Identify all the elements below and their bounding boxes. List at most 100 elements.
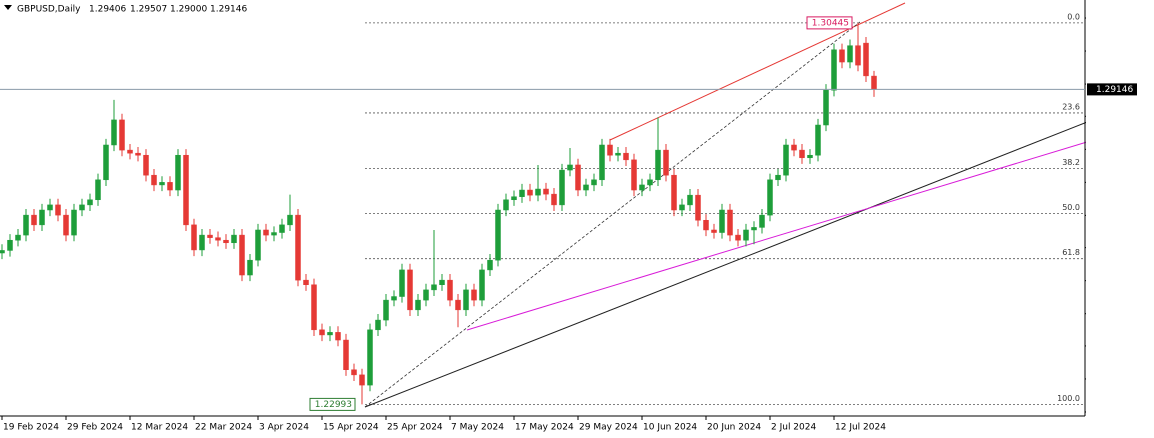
fib-level-label: 38.2 [1062, 158, 1080, 167]
candle-body [39, 209, 45, 226]
fib-high-label: 1.30445 [812, 18, 849, 28]
x-tick-label: 22 Mar 2024 [195, 423, 252, 433]
fib-level-label: 100.0 [1057, 394, 1080, 403]
candle-body [247, 259, 253, 276]
current-price-box [1087, 83, 1137, 96]
candle-body [719, 209, 725, 233]
candle-body [455, 299, 461, 311]
fib-diagonal [364, 21, 861, 408]
candle-body [239, 234, 245, 276]
candle-body [583, 184, 589, 191]
candle-body [791, 144, 797, 151]
candle-body [831, 49, 837, 91]
fib-low-box [309, 397, 356, 411]
current-price-label: 1.29146 [1096, 85, 1133, 95]
candle-body [703, 219, 709, 231]
candle-body [551, 193, 557, 206]
candle-body [431, 284, 437, 291]
candle-body [439, 279, 445, 286]
candle-body [663, 149, 669, 176]
trend-line [466, 134, 1111, 331]
candle-body [175, 154, 181, 191]
x-tick-label: 25 Apr 2024 [387, 423, 443, 433]
candle-body [103, 144, 109, 181]
header-open: 1.29406 [89, 5, 126, 15]
candle-body [383, 299, 389, 321]
candle-body [479, 269, 485, 301]
candle-body [55, 204, 61, 216]
candle-body [559, 169, 565, 206]
header-close: 1.29146 [210, 5, 247, 15]
candle-body [287, 214, 293, 226]
candle-body [847, 45, 853, 63]
x-tick-label: 2 Jul 2024 [771, 423, 816, 433]
candle-body [799, 149, 805, 159]
candle-body [543, 188, 549, 195]
candle-body [807, 154, 813, 159]
fib-low-label: 1.22993 [315, 400, 352, 410]
candle-body [199, 234, 205, 251]
candle-body [679, 204, 685, 211]
candle-body [47, 204, 53, 211]
candle-body [223, 239, 229, 244]
candle-body [671, 174, 677, 211]
candle-body [279, 224, 285, 233]
candle-body [263, 229, 269, 236]
candle-body [823, 89, 829, 126]
candle-body [271, 232, 277, 236]
fib-level-label: 0.0 [1067, 12, 1080, 21]
fib-high-box [806, 16, 853, 30]
candle-body [607, 144, 613, 156]
candle-body [511, 196, 517, 201]
candle-body [95, 179, 101, 201]
fib-level-label: 61.8 [1062, 248, 1080, 257]
candle-body [639, 184, 645, 191]
candle-body [855, 45, 861, 66]
candle-body [303, 279, 309, 286]
x-tick-label: 29 Feb 2024 [67, 423, 123, 433]
candle-body [375, 319, 381, 331]
candle-body [71, 209, 77, 236]
candle-body [15, 234, 21, 241]
candle-body [535, 188, 541, 196]
trend-line [364, 112, 1111, 408]
candle-body [815, 124, 821, 156]
plot-area: 0.0 23.6 38.2 50.0 61.8 100.0 [0, 2, 1111, 408]
candle-body [463, 289, 469, 311]
candle-body [167, 182, 173, 191]
candle-body [487, 259, 493, 271]
candle-body [423, 289, 429, 301]
candle-body [207, 234, 213, 238]
candle-body [399, 269, 405, 297]
candle-body [447, 279, 453, 301]
candle-body [695, 194, 701, 221]
candle-body [0, 250, 5, 254]
candle-body [191, 224, 197, 251]
candle-body [87, 199, 93, 206]
x-tick-label: 10 Jun 2024 [643, 423, 697, 433]
x-tick-label: 7 May 2024 [451, 423, 504, 433]
menu-triangle[interactable] [4, 5, 12, 10]
candle-body [319, 329, 325, 336]
candle-body [151, 174, 157, 186]
candle-body [527, 189, 533, 196]
candle-body [391, 296, 397, 301]
candle-body [335, 332, 341, 341]
candle-body [623, 152, 629, 161]
candle-body [503, 199, 509, 211]
candle-body [311, 284, 317, 331]
candle-body [31, 214, 37, 226]
symbol-title: GBPUSD,Daily [17, 5, 81, 15]
candle-body [415, 299, 421, 311]
candle-body [351, 369, 357, 376]
candle-body [119, 119, 125, 151]
candle-body [79, 204, 85, 211]
candle-body [495, 209, 501, 261]
candle-body [735, 234, 741, 241]
x-tick-label: 12 Jul 2024 [835, 423, 886, 433]
x-tick-label: 12 Mar 2024 [131, 423, 188, 433]
candle-body [367, 329, 373, 386]
candle-body [615, 152, 621, 156]
candle-body [343, 339, 349, 370]
